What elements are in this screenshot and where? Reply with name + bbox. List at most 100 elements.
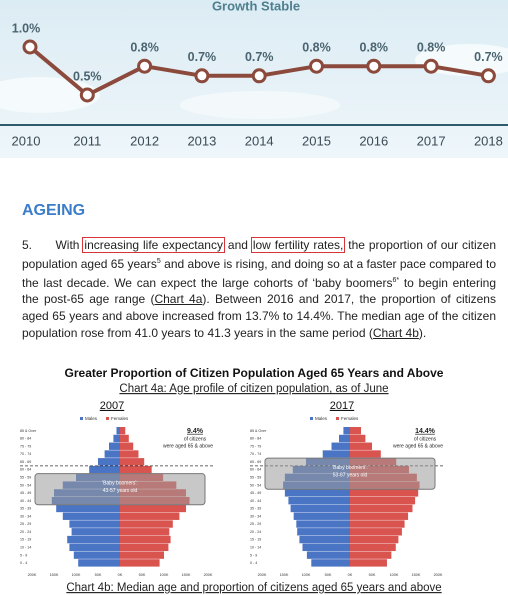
data-label: 0.8% [302,40,331,54]
footnote-ref: 6* [392,276,400,284]
male-bar [288,497,350,505]
female-bar [120,543,169,552]
pyramid-year: 2007 [100,400,124,412]
female-bar [350,434,366,443]
paragraph-number: 5. [22,238,33,252]
x-tick-label: 200K [28,573,37,577]
x-tick-label: 50K [369,573,376,577]
male-bar [306,551,350,559]
male-bar [73,551,120,559]
legend-label: Females [341,416,359,421]
male-bar [113,434,120,443]
female-bar [120,512,180,520]
share-note: of citizens [184,436,207,442]
text: ). [418,325,427,340]
age-label: 70 - 74 [20,452,31,456]
point [194,68,210,84]
point [480,68,496,84]
male-bar [69,520,120,528]
female-bar [350,520,405,528]
male-bar [56,504,120,513]
female-bar [350,504,413,513]
male-bar [69,543,120,552]
female-bar [350,489,419,497]
age-label: 10 - 14 [250,546,261,550]
age-label: 60 - 64 [250,468,261,472]
age-label: 25 - 29 [250,522,261,526]
age-label: 10 - 14 [20,546,31,550]
age-label: 20 - 24 [250,530,261,534]
data-label: 0.7% [245,50,274,64]
age-label: 75 - 79 [20,444,31,448]
age-label: 5 - 9 [20,553,27,557]
female-bar [350,442,372,450]
female-bar [120,450,139,458]
female-bar [120,434,129,443]
point [251,68,267,84]
female-bar [120,551,164,559]
age-label: 30 - 34 [20,514,31,518]
text: and above is rising, and doing so at a f… [22,256,496,290]
male-bar [299,535,350,544]
male-bar [109,442,120,450]
x-tick-label: 2016 [359,133,388,148]
x-tick-label: 100K [160,573,169,577]
male-bar [302,543,350,552]
female-bar [350,528,402,536]
x-tick-label: 100K [390,573,399,577]
female-bar [120,458,145,466]
pyramid-year: 2017 [330,400,354,412]
age-label: 15 - 19 [250,538,261,542]
legend-swatch [106,417,109,420]
age-label: 55 - 59 [250,476,261,480]
legend-swatch [80,417,83,420]
boomers-label: 53-67 years old [333,473,368,479]
legend-label: Females [111,416,129,421]
age-label: 65 - 69 [250,460,261,464]
female-bar [120,520,173,528]
highlighted-text: increasing life expectancy [82,237,225,253]
male-bar [116,427,120,435]
legend-swatch [310,417,313,420]
point [423,58,439,74]
male-bar [98,458,120,466]
age-label: 80 - 84 [20,437,31,441]
chart-link[interactable]: Chart 4a [154,292,203,307]
female-bar [120,442,134,450]
female-bar [120,504,186,513]
x-tick-label: 200K [434,573,443,577]
share-note: were aged 65 & above [163,443,213,449]
male-bar [331,442,350,450]
footnote-ref: 5 [156,257,161,265]
section-heading: AGEING [22,202,86,219]
age-label: 35 - 39 [20,507,31,511]
x-tick-label: 150K [182,573,191,577]
age-label: 75 - 79 [250,444,261,448]
point [309,58,324,74]
legend-label: Males [315,416,328,421]
female-bar [120,535,171,544]
male-bar [284,489,350,497]
male-bar [71,528,120,536]
x-tick-label: 2010 [12,133,41,148]
female-bar [120,528,170,536]
age-label: 80 - 84 [250,437,261,441]
figure-caption: Chart 4b: Median age and proportion of c… [66,582,441,594]
boomers-box [34,473,206,506]
x-tick-label: 100K [72,573,81,577]
text: and [227,238,248,252]
chart-link[interactable]: Chart 4b [372,325,419,340]
male-bar [62,512,120,520]
data-label: 0.7% [188,50,217,64]
text: ). Between 2016 and 2017, the proportion… [22,292,496,340]
text: the proportion of our citizen population… [22,238,497,271]
legend-label: Males [85,416,98,421]
male-bar [322,450,350,458]
female-bar [350,427,361,435]
female-bar [120,559,160,567]
chart-title: Growth Stable [212,0,300,13]
age-label: 15 - 19 [20,538,31,542]
x-tick-label: 2011 [73,133,101,148]
age-label: 50 - 54 [250,483,261,487]
x-tick-label: 2012 [130,133,159,148]
